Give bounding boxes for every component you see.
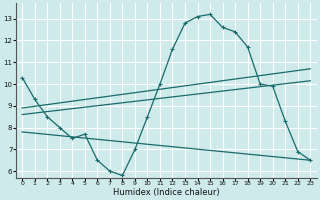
X-axis label: Humidex (Indice chaleur): Humidex (Indice chaleur)	[113, 188, 220, 197]
